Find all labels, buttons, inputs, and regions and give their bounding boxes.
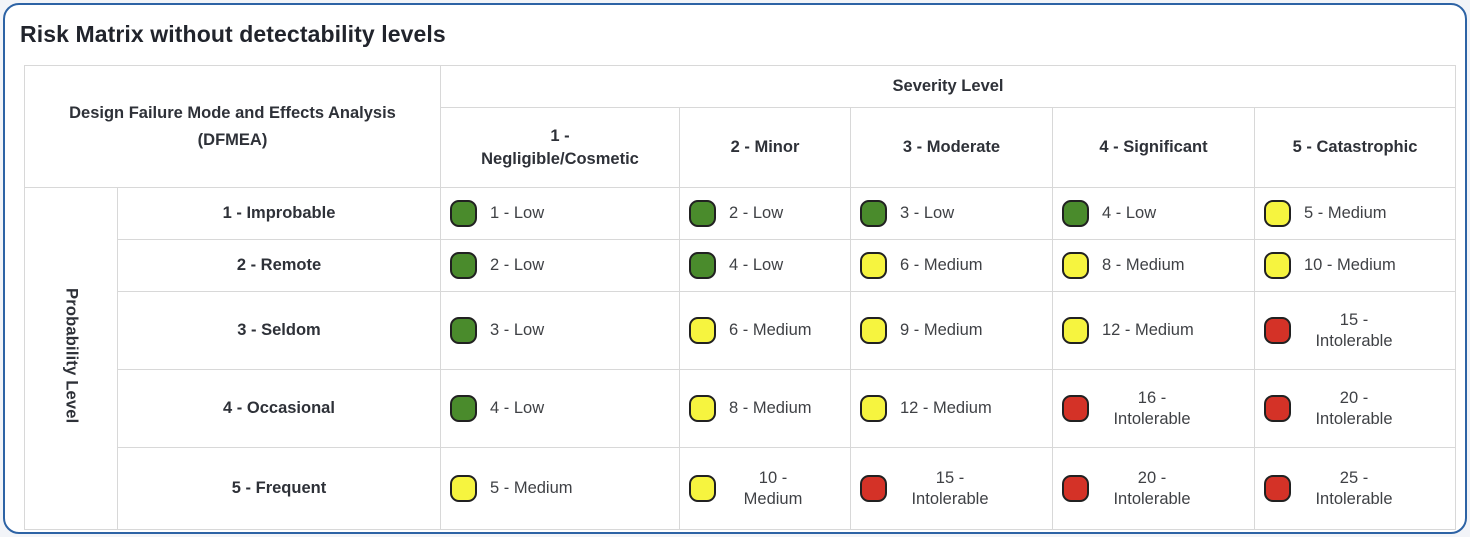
risk-cell-label: 3 - Low	[900, 204, 955, 222]
risk-cell: 5 - Medium	[440, 447, 680, 530]
risk-matrix-table: Design Failure Mode and Effects Analysis…	[24, 65, 1457, 530]
risk-chip	[1062, 252, 1089, 279]
risk-chip	[450, 200, 477, 227]
risk-chip	[450, 475, 477, 502]
risk-cell: 15 - Intolerable	[850, 447, 1053, 530]
severity-col-header-2: 2 - Minor	[679, 107, 851, 188]
risk-cell: 6 - Medium	[679, 291, 851, 370]
risk-cell-label: 9 - Medium	[900, 321, 983, 339]
risk-chip	[1062, 475, 1089, 502]
risk-chip	[860, 252, 887, 279]
severity-col-label: 5 - Catastrophic	[1292, 138, 1418, 156]
severity-axis-header: Severity Level	[439, 65, 1457, 108]
risk-chip	[689, 200, 716, 227]
risk-cell-label: 5 - Medium	[490, 479, 573, 497]
risk-cell: 10 - Medium	[1253, 239, 1457, 292]
risk-cell-label: 15 - Intolerable	[911, 468, 989, 508]
corner-header-dfmea: Design Failure Mode and Effects Analysis…	[24, 65, 441, 188]
risk-chip	[450, 317, 477, 344]
risk-chip	[1264, 395, 1291, 422]
risk-cell-label: 6 - Medium	[729, 321, 812, 339]
risk-cell: 12 - Medium	[1052, 291, 1255, 370]
risk-cell: 4 - Low	[440, 369, 680, 448]
risk-chip	[450, 252, 477, 279]
probability-row-header-2: 2 - Remote	[117, 239, 441, 292]
risk-cell: 2 - Low	[679, 187, 851, 240]
risk-cell: 9 - Medium	[850, 291, 1053, 370]
risk-cell: 10 - Medium	[679, 447, 851, 530]
risk-cell-label: 20 - Intolerable	[1113, 468, 1191, 508]
risk-chip	[1062, 317, 1089, 344]
risk-cell: 6 - Medium	[850, 239, 1053, 292]
risk-chip	[860, 395, 887, 422]
risk-chip	[1264, 475, 1291, 502]
risk-chip	[860, 200, 887, 227]
risk-chip	[860, 475, 887, 502]
risk-matrix-card: Risk Matrix without detectability levels…	[3, 3, 1467, 534]
risk-cell-label: 4 - Low	[1102, 204, 1157, 222]
risk-cell-label: 4 - Low	[729, 256, 784, 274]
page-title: Risk Matrix without detectability levels	[20, 21, 446, 47]
severity-col-label: 3 - Moderate	[902, 138, 1001, 156]
risk-chip	[689, 475, 716, 502]
severity-col-header-1: 1 - Negligible/Cosmetic	[440, 107, 680, 188]
risk-cell: 15 - Intolerable	[1253, 291, 1457, 370]
probability-row-header-5: 5 - Frequent	[117, 447, 441, 530]
risk-cell: 3 - Low	[850, 187, 1053, 240]
probability-row-header-1: 1 - Improbable	[117, 187, 441, 240]
risk-cell-label: 25 - Intolerable	[1315, 468, 1393, 508]
risk-cell: 8 - Medium	[679, 369, 851, 448]
severity-col-label: 2 - Minor	[730, 138, 800, 156]
severity-col-label: 1 - Negligible/Cosmetic	[481, 126, 639, 168]
risk-cell: 2 - Low	[440, 239, 680, 292]
corner-header-label: Design Failure Mode and Effects Analysis…	[69, 103, 396, 149]
risk-chip	[1062, 395, 1089, 422]
risk-cell: 8 - Medium	[1052, 239, 1255, 292]
probability-axis-header: Probability Level	[24, 187, 118, 530]
risk-cell-label: 2 - Low	[490, 256, 545, 274]
risk-cell: 5 - Medium	[1253, 187, 1457, 240]
risk-cell: 4 - Low	[679, 239, 851, 292]
risk-chip	[1264, 317, 1291, 344]
risk-cell-label: 10 - Medium	[743, 468, 803, 508]
severity-col-header-5: 5 - Catastrophic	[1253, 107, 1457, 188]
risk-cell: 12 - Medium	[850, 369, 1053, 448]
risk-cell: 1 - Low	[440, 187, 680, 240]
severity-col-header-4: 4 - Significant	[1052, 107, 1255, 188]
risk-cell: 3 - Low	[440, 291, 680, 370]
probability-row-header-4: 4 - Occasional	[117, 369, 441, 448]
risk-chip	[860, 317, 887, 344]
risk-cell-label: 12 - Medium	[900, 399, 992, 417]
risk-cell-label: 8 - Medium	[1102, 256, 1185, 274]
risk-cell-label: 2 - Low	[729, 204, 784, 222]
severity-col-header-3: 3 - Moderate	[850, 107, 1053, 188]
probability-row-header-3: 3 - Seldom	[117, 291, 441, 370]
risk-cell-label: 15 - Intolerable	[1315, 310, 1393, 350]
risk-cell: 16 - Intolerable	[1052, 369, 1255, 448]
risk-chip	[450, 395, 477, 422]
severity-col-label: 4 - Significant	[1099, 138, 1208, 156]
risk-cell-label: 4 - Low	[490, 399, 545, 417]
risk-cell: 20 - Intolerable	[1052, 447, 1255, 530]
risk-cell-label: 3 - Low	[490, 321, 545, 339]
risk-cell: 20 - Intolerable	[1253, 369, 1457, 448]
risk-cell: 4 - Low	[1052, 187, 1255, 240]
risk-chip	[689, 317, 716, 344]
risk-cell-label: 5 - Medium	[1304, 204, 1387, 222]
risk-cell-label: 20 - Intolerable	[1315, 388, 1393, 428]
risk-cell-label: 12 - Medium	[1102, 321, 1194, 339]
risk-cell-label: 6 - Medium	[900, 256, 983, 274]
risk-chip	[1264, 200, 1291, 227]
risk-chip	[689, 252, 716, 279]
risk-cell-label: 1 - Low	[490, 204, 545, 222]
risk-chip	[1062, 200, 1089, 227]
risk-cell-label: 10 - Medium	[1304, 256, 1396, 274]
risk-chip	[1264, 252, 1291, 279]
risk-cell-label: 8 - Medium	[729, 399, 812, 417]
risk-cell: 25 - Intolerable	[1253, 447, 1457, 530]
risk-chip	[689, 395, 716, 422]
risk-cell-label: 16 - Intolerable	[1113, 388, 1191, 428]
probability-axis-label: Probability Level	[62, 288, 81, 424]
